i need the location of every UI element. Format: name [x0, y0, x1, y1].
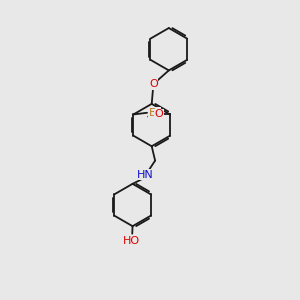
Text: HN: HN	[137, 170, 154, 180]
Text: O: O	[149, 79, 158, 89]
Text: O: O	[155, 110, 164, 119]
Text: Br: Br	[148, 108, 161, 118]
Text: HO: HO	[123, 236, 140, 245]
